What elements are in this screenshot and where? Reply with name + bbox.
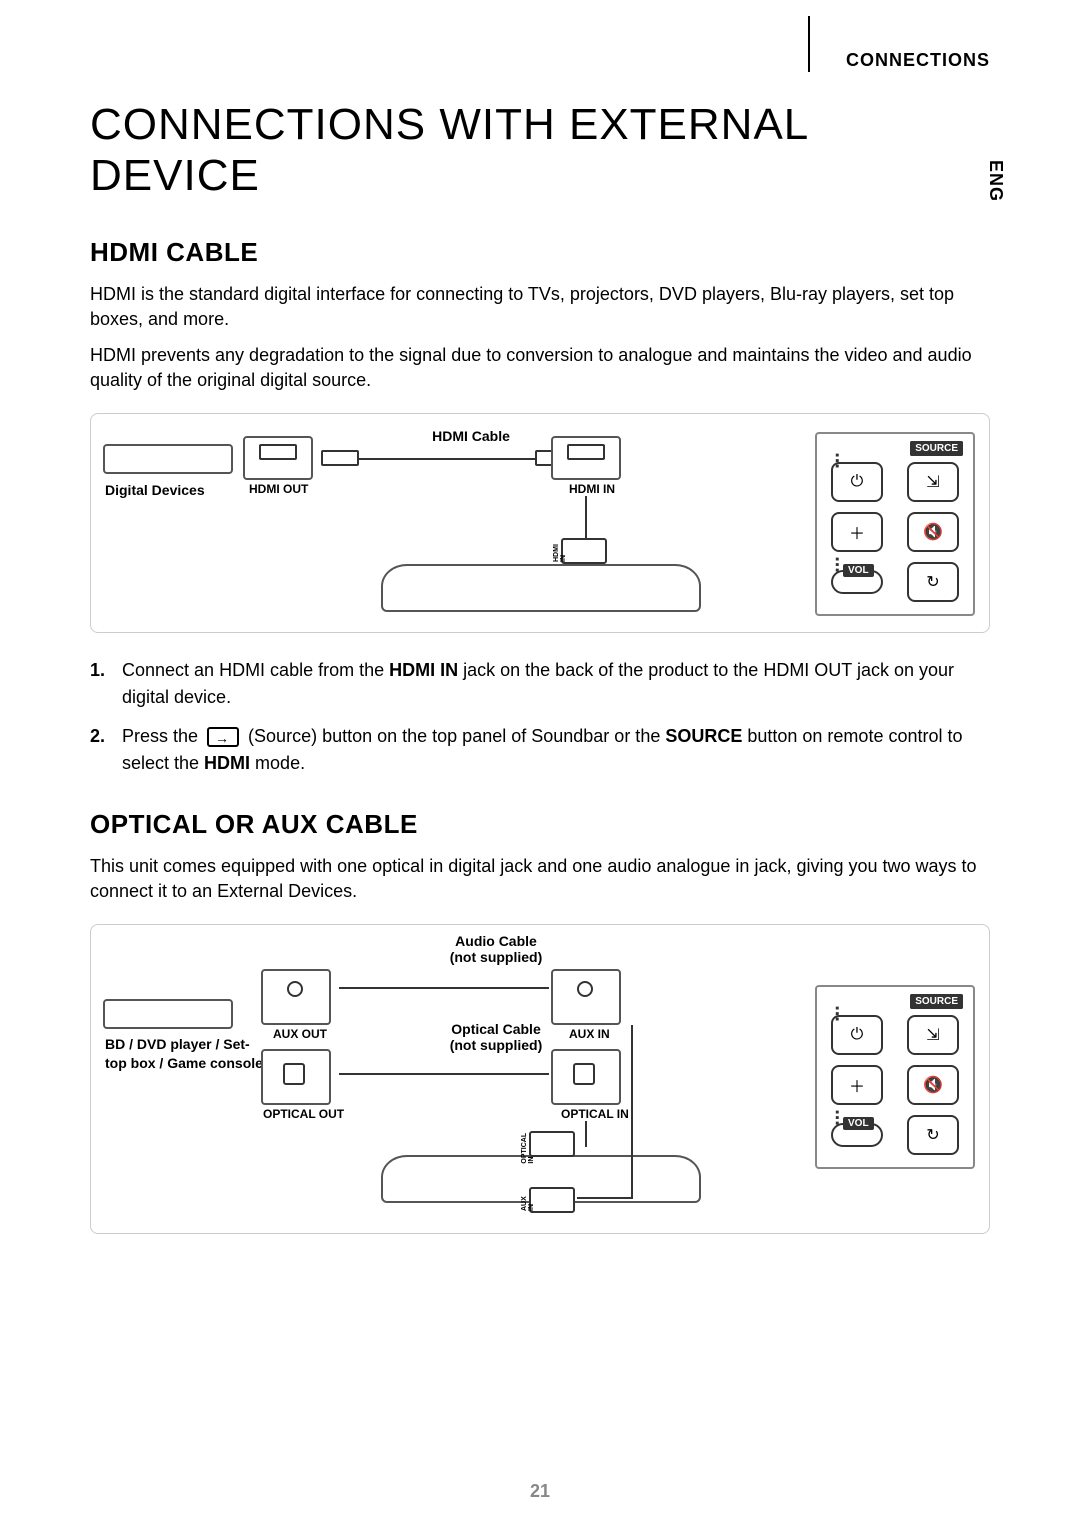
bd-dvd-device-box (103, 999, 233, 1029)
soundbar (381, 564, 701, 612)
aux-out-label: AUX OUT (273, 1027, 327, 1041)
header-divider (808, 16, 810, 72)
optical-cable-ns: (not supplied) (450, 1037, 543, 1053)
bd-dvd-device-label: BD / DVD player / Set-top box / Game con… (105, 1035, 265, 1071)
step-1-number: 1. (90, 657, 112, 711)
section-header: CONNECTIONS (846, 50, 990, 71)
source-button-icon: ⇲ (907, 462, 959, 502)
aux-drop-line (631, 1025, 633, 1197)
audio-cable-label: Audio Cable (not supplied) (421, 933, 571, 965)
digital-device-label: Digital Devices (105, 482, 205, 498)
optical-in-label: OPTICAL IN (561, 1107, 629, 1121)
remote2-dots-icon: ⠸ (827, 1011, 842, 1021)
audio-cable-text: Audio Cable (455, 933, 537, 949)
audio-cable-ns: (not supplied) (450, 949, 543, 965)
digital-device-box (103, 444, 233, 474)
hdmi-out-connector-icon (259, 444, 297, 460)
remote-dots2-icon: ⠸ (827, 562, 842, 572)
page-title: CONNECTIONS WITH EXTERNAL DEVICE (90, 100, 990, 201)
source-inline-icon (207, 727, 239, 747)
remote-control: ⠸ SOURCE ⏻ ⇲ ＋ 🔇 ↻ VOL ⠸ (815, 432, 975, 616)
hdmi-cable-label: HDMI Cable (411, 428, 531, 444)
soundbar-aux-in-label: AUX IN (521, 1191, 535, 1211)
mute-button-icon: 🔇 (907, 512, 959, 552)
remote-source-label: SOURCE (910, 441, 963, 456)
optical-paragraph: This unit comes equipped with one optica… (90, 854, 990, 904)
aux-bottom-line (577, 1197, 633, 1199)
step-2-number: 2. (90, 723, 112, 777)
step-2-bold1: SOURCE (665, 726, 742, 746)
remote-control-2: ⠸ SOURCE ⏻ ⇲ ＋ 🔇 ↻ VOL ⠸ (815, 985, 975, 1169)
step-2-post2: mode. (250, 753, 305, 773)
hdmi-heading: HDMI CABLE (90, 237, 990, 268)
aux-in-port (551, 969, 621, 1025)
step-2-bold2: HDMI (204, 753, 250, 773)
hdmi-paragraph-1: HDMI is the standard digital interface f… (90, 282, 990, 332)
aux-cable-line (339, 987, 549, 989)
mute-button2-icon: 🔇 (907, 1065, 959, 1105)
soundbar-hdmi-in-port: HDMI IN (561, 538, 607, 564)
repeat-button-icon: ↻ (907, 562, 959, 602)
hdmi-out-label: HDMI OUT (249, 482, 308, 496)
hdmi-diagram: Digital Devices HDMI OUT HDMI Cable HDMI… (90, 413, 990, 633)
soundbar-aux-in-port: AUX IN (529, 1187, 575, 1213)
optical-cable-text: Optical Cable (451, 1021, 540, 1037)
source-button2-icon: ⇲ (907, 1015, 959, 1055)
step-1-bold: HDMI IN (389, 660, 458, 680)
optical-drop-line (585, 1121, 587, 1147)
optical-diagram: Audio Cable (not supplied) BD / DVD play… (90, 924, 990, 1234)
hdmi-plug-left-icon (321, 450, 359, 466)
step-1-pre: Connect an HDMI cable from the (122, 660, 389, 680)
hdmi-in-connector-icon (567, 444, 605, 460)
remote2-source-label: SOURCE (910, 994, 963, 1009)
optical-heading: OPTICAL OR AUX CABLE (90, 809, 990, 840)
page-number: 21 (530, 1481, 550, 1502)
remote2-vol-label: VOL (843, 1117, 874, 1130)
step-2: 2. Press the (Source) button on the top … (90, 723, 990, 777)
optical-cable-label: Optical Cable (not supplied) (421, 1021, 571, 1053)
optical-cable-line (339, 1073, 549, 1075)
remote2-dots2-icon: ⠸ (827, 1115, 842, 1125)
remote-dots-icon: ⠸ (827, 458, 842, 468)
hdmi-in-label: HDMI IN (569, 482, 615, 496)
step-1-text: Connect an HDMI cable from the HDMI IN j… (122, 657, 990, 711)
repeat-button2-icon: ↻ (907, 1115, 959, 1155)
optical-in-jack-icon (573, 1063, 595, 1085)
language-tab: ENG (985, 160, 1006, 202)
remote-vol-label: VOL (843, 564, 874, 577)
soundbar-port-label: HDMI IN (553, 542, 567, 562)
step-2-pre: Press the (122, 726, 203, 746)
optical-out-jack-icon (283, 1063, 305, 1085)
aux-out-port (261, 969, 331, 1025)
soundbar-optical-in-port: OPTICAL IN (529, 1131, 575, 1157)
volume-up-button2-icon: ＋ (831, 1065, 883, 1105)
hdmi-steps: 1. Connect an HDMI cable from the HDMI I… (90, 657, 990, 777)
volume-up-button-icon: ＋ (831, 512, 883, 552)
aux-in-label: AUX IN (569, 1027, 610, 1041)
hdmi-paragraph-2: HDMI prevents any degradation to the sig… (90, 343, 990, 393)
step-1: 1. Connect an HDMI cable from the HDMI I… (90, 657, 990, 711)
step-2-text: Press the (Source) button on the top pan… (122, 723, 990, 777)
step-2-mid: (Source) button on the top panel of Soun… (243, 726, 665, 746)
optical-out-label: OPTICAL OUT (263, 1107, 344, 1121)
soundbar-optical-in-label: OPTICAL IN (521, 1133, 535, 1164)
